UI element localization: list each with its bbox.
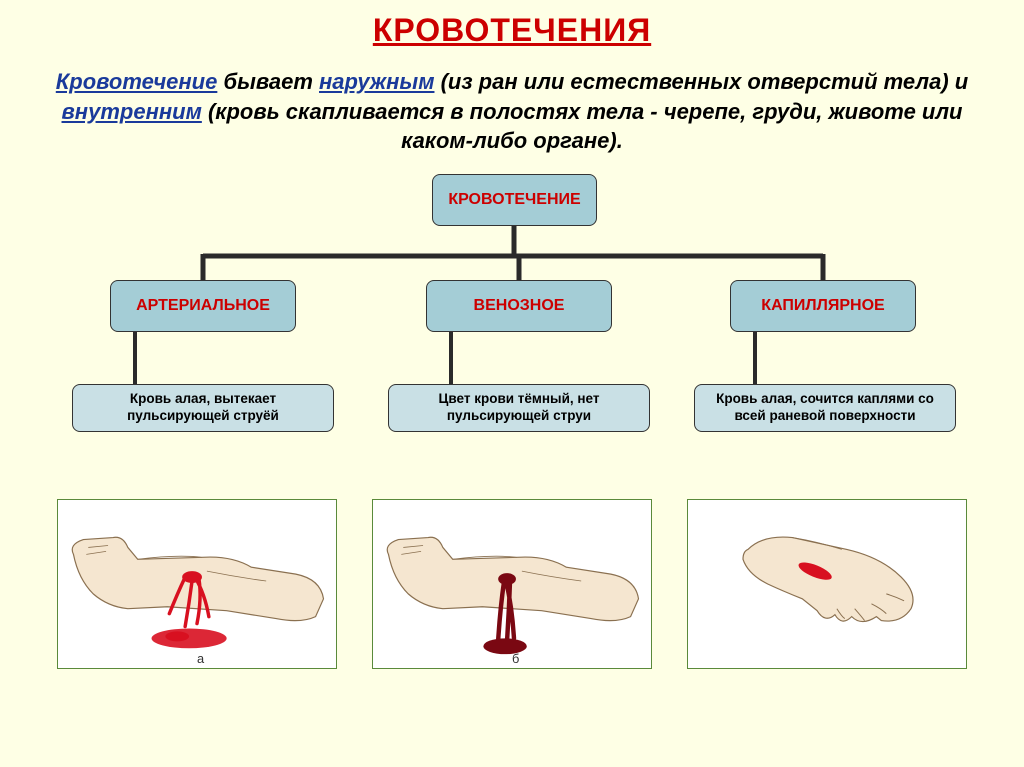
keyword-2: наружным <box>319 69 434 94</box>
illustration-row: а б <box>0 499 1024 669</box>
illustration-label-b: б <box>512 651 519 666</box>
desc-node-capillary: Кровь алая, сочится каплями со всей ране… <box>694 384 956 432</box>
hierarchy-diagram: КРОВОТЕЧЕНИЕ АРТЕРИАЛЬНОЕ ВЕНОЗНОЕ КАПИЛ… <box>0 174 1024 494</box>
category-node-venous: ВЕНОЗНОЕ <box>426 280 612 332</box>
page-title: КРОВОТЕЧЕНИЯ <box>0 0 1024 49</box>
desc-node-arterial: Кровь алая, вытекает пульсирующей струёй <box>72 384 334 432</box>
desc-node-venous: Цвет крови тёмный, нет пульсирующей стру… <box>388 384 650 432</box>
illustration-arterial: а <box>57 499 337 669</box>
root-node: КРОВОТЕЧЕНИЕ <box>432 174 597 226</box>
keyword-3: внутренним <box>62 99 202 124</box>
intro-paragraph: Кровотечение бывает наружным (из ран или… <box>0 49 1024 166</box>
category-node-arterial: АРТЕРИАЛЬНОЕ <box>110 280 296 332</box>
illustration-label-a: а <box>197 651 205 666</box>
illustration-venous: б <box>372 499 652 669</box>
category-node-capillary: КАПИЛЛЯРНОЕ <box>730 280 916 332</box>
keyword-1: Кровотечение <box>56 69 218 94</box>
illustration-capillary <box>687 499 967 669</box>
